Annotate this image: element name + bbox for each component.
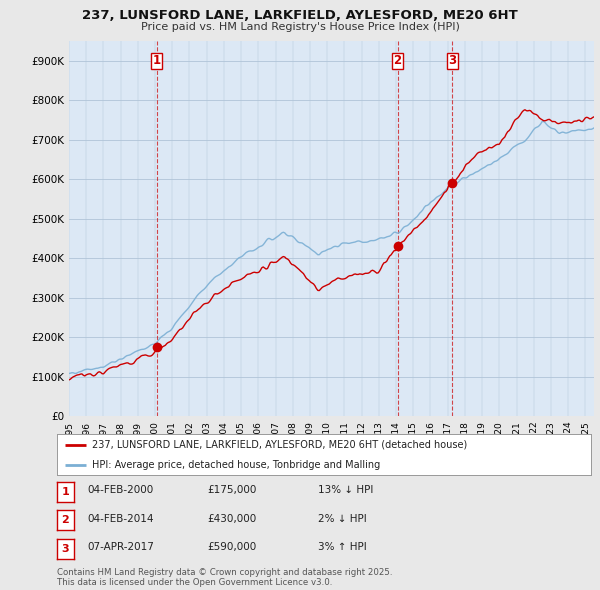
Text: 3: 3 <box>448 54 457 67</box>
Text: 04-FEB-2014: 04-FEB-2014 <box>87 514 154 523</box>
Text: 04-FEB-2000: 04-FEB-2000 <box>87 486 153 495</box>
Text: Price paid vs. HM Land Registry's House Price Index (HPI): Price paid vs. HM Land Registry's House … <box>140 22 460 32</box>
Text: 2: 2 <box>62 516 69 525</box>
Text: 2% ↓ HPI: 2% ↓ HPI <box>318 514 367 523</box>
Text: 1: 1 <box>152 54 161 67</box>
Text: £175,000: £175,000 <box>207 486 256 495</box>
Text: 07-APR-2017: 07-APR-2017 <box>87 542 154 552</box>
Text: 13% ↓ HPI: 13% ↓ HPI <box>318 486 373 495</box>
Text: 1: 1 <box>62 487 69 497</box>
Text: £430,000: £430,000 <box>207 514 256 523</box>
Text: 3% ↑ HPI: 3% ↑ HPI <box>318 542 367 552</box>
Text: 237, LUNSFORD LANE, LARKFIELD, AYLESFORD, ME20 6HT (detached house): 237, LUNSFORD LANE, LARKFIELD, AYLESFORD… <box>92 440 467 450</box>
Text: 2: 2 <box>394 54 401 67</box>
Text: 237, LUNSFORD LANE, LARKFIELD, AYLESFORD, ME20 6HT: 237, LUNSFORD LANE, LARKFIELD, AYLESFORD… <box>82 9 518 22</box>
Text: £590,000: £590,000 <box>207 542 256 552</box>
Text: HPI: Average price, detached house, Tonbridge and Malling: HPI: Average price, detached house, Tonb… <box>92 460 380 470</box>
Text: Contains HM Land Registry data © Crown copyright and database right 2025.
This d: Contains HM Land Registry data © Crown c… <box>57 568 392 587</box>
Text: 3: 3 <box>62 544 69 553</box>
